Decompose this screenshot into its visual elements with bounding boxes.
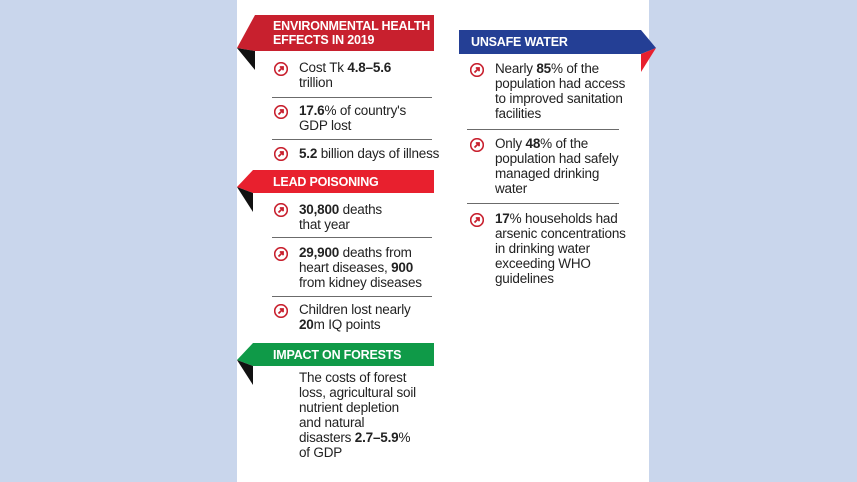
lead-deaths-line2: that year	[299, 217, 350, 232]
water-item-arsenic: 17% households had arsenic concentration…	[495, 211, 626, 286]
arrow-circle-icon	[274, 304, 288, 318]
water-value: 48	[525, 136, 541, 151]
lead-iq-value: 20	[299, 317, 314, 332]
forest-line: loss, agricultural soil	[299, 385, 416, 400]
env-cost-unit: trillion	[299, 75, 333, 90]
divider	[272, 139, 432, 140]
forest-line: disasters	[299, 430, 355, 445]
lead-item-heart: 29,900 deaths from heart diseases, 900 f…	[299, 245, 422, 290]
env-gdp-post: % of country's	[324, 103, 407, 118]
lead-heart-post: deaths from	[339, 245, 412, 260]
lead-header: LEAD POISONING	[237, 170, 434, 212]
left-background	[0, 0, 237, 482]
lead-header-banner	[237, 170, 434, 212]
lead-title: LEAD POISONING	[273, 175, 379, 189]
divider	[467, 129, 619, 130]
water-text: water	[495, 181, 528, 196]
water-text: in drinking water	[495, 241, 590, 256]
lead-iq-line1: Children lost nearly	[299, 302, 411, 317]
water-value: 85	[536, 61, 551, 76]
env-item-cost: Cost Tk 4.8–5.6 trillion	[299, 60, 391, 90]
forest-line: of GDP	[299, 445, 343, 460]
env-illness-post: billion days of illness	[317, 146, 440, 161]
water-header: UNSAFE WATER	[459, 30, 656, 72]
forest-header-banner	[237, 343, 434, 385]
lead-heart-line2: heart diseases,	[299, 260, 392, 275]
water-item-drinking: Only 48% of the population had safely ma…	[495, 136, 619, 196]
arrow-circle-icon	[274, 62, 288, 76]
forest-line: The costs of forest	[299, 370, 407, 385]
lead-heart-value: 29,900	[299, 245, 340, 260]
water-text: guidelines	[495, 271, 554, 286]
env-header: ENVIRONMENTAL HEALTH EFFECTS IN 2019	[237, 15, 434, 70]
arrow-circle-icon	[470, 213, 484, 227]
water-text: % of the	[551, 61, 599, 76]
water-text: population had access	[495, 76, 626, 91]
divider	[272, 237, 432, 238]
divider	[272, 97, 432, 98]
water-title: UNSAFE WATER	[471, 35, 568, 49]
lead-item-deaths: 30,800 deaths that year	[299, 202, 382, 232]
env-cost-value: 4.8–5.6	[347, 60, 392, 75]
arrow-circle-icon	[274, 247, 288, 261]
forest-value: 2.7–5.9	[354, 430, 399, 445]
water-text: facilities	[495, 106, 542, 121]
lead-kidney-value: 900	[391, 260, 414, 275]
env-item-gdp: 17.6% of country's GDP lost	[299, 103, 406, 133]
forest-line: nutrient depletion	[299, 400, 399, 415]
water-text: exceeding WHO	[495, 256, 591, 271]
arrow-circle-icon	[274, 203, 288, 217]
arrow-circle-icon	[274, 147, 288, 161]
water-text: % of the	[540, 136, 589, 151]
water-text: managed drinking	[495, 166, 600, 181]
arrow-circle-icon	[470, 63, 484, 77]
lead-item-iq: Children lost nearly 20m IQ points	[299, 302, 411, 332]
forest-header: IMPACT ON FORESTS	[237, 343, 434, 385]
env-header-banner	[237, 15, 434, 70]
arrow-circle-icon	[274, 105, 288, 119]
water-text: to improved sanitation	[495, 91, 623, 106]
arrow-circle-icon	[470, 138, 484, 152]
env-gdp-value: 17.6	[299, 103, 325, 118]
water-text: population had safely	[495, 151, 619, 166]
forest-line: and natural	[299, 415, 365, 430]
lead-kidney-text: from kidney diseases	[299, 275, 422, 290]
env-cost-pre: Cost Tk	[299, 60, 348, 75]
water-text: arsenic concentrations	[495, 226, 626, 241]
lead-deaths-post: deaths	[339, 202, 383, 217]
divider	[467, 203, 619, 204]
env-gdp-line2: GDP lost	[299, 118, 352, 133]
env-item-illness: 5.2 billion days of illness	[299, 146, 439, 161]
water-text: % households had	[509, 211, 618, 226]
infographic-panel	[237, 0, 649, 482]
forest-percent: %	[398, 430, 411, 445]
forest-title: IMPACT ON FORESTS	[273, 348, 402, 362]
lead-iq-post: m IQ points	[313, 317, 381, 332]
water-text: Nearly	[495, 61, 537, 76]
right-background	[649, 0, 857, 482]
lead-deaths-value: 30,800	[299, 202, 340, 217]
divider	[272, 296, 432, 297]
env-title-line2: EFFECTS IN 2019	[273, 33, 375, 47]
water-item-sanitation: Nearly 85% of the population had access …	[495, 61, 625, 121]
env-illness-value: 5.2	[299, 146, 318, 161]
water-value: 17	[495, 211, 510, 226]
water-text: Only	[495, 136, 526, 151]
forest-text: The costs of forest loss, agricultural s…	[299, 370, 416, 460]
water-header-banner	[459, 30, 656, 72]
env-title-line1: ENVIRONMENTAL HEALTH	[273, 19, 431, 33]
